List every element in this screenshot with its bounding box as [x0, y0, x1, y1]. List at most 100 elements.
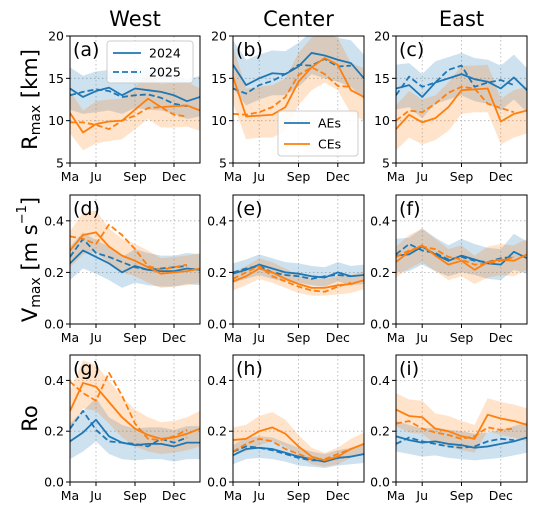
x-tick-label: Ma — [61, 488, 79, 503]
series-band — [396, 52, 527, 119]
panel-label: (i) — [399, 358, 419, 380]
y-tick-label: 0.4 — [370, 213, 390, 228]
x-tick-label: Dec — [326, 169, 350, 184]
x-tick-label: Ju — [89, 330, 102, 345]
x-tick-label: Sep — [450, 488, 474, 503]
series-line — [233, 57, 364, 118]
row-labels: Rmax [km] Vmax [m s−1] Ro — [15, 49, 45, 432]
x-tick-label: Ma — [387, 169, 405, 184]
x-tick-label: Ju — [89, 169, 102, 184]
panel-e: Ma Ju Sep Dec 0.0 0.2 0.4 (e) — [207, 194, 365, 345]
panels: Ma Ju Sep Dec 5 10 15 20 (a) Ma Ju Sep Dec 5 10 15 20 (b)… — [44, 29, 528, 503]
svg-text:Ro: Ro — [18, 405, 42, 432]
series-band — [396, 393, 527, 453]
y-tick-label: 15 — [48, 71, 64, 86]
series-band — [396, 64, 527, 151]
panel-label: (h) — [236, 358, 263, 380]
legend-years: 2024 2025 — [106, 40, 194, 84]
x-tick-label: Dec — [326, 488, 350, 503]
x-tick-label: Sep — [123, 330, 147, 345]
y-tick-label: 0.2 — [370, 424, 390, 439]
x-tick-label: Dec — [489, 169, 513, 184]
series-line — [233, 52, 364, 87]
y-tick-label: 0.0 — [370, 475, 390, 490]
y-tick-label: 5 — [219, 156, 227, 171]
y-tick-label: 0.2 — [44, 265, 64, 280]
series-line — [70, 223, 188, 271]
y-tick-label: 0.4 — [207, 373, 227, 388]
y-tick-label: 0.2 — [207, 424, 227, 439]
x-tick-label: Dec — [489, 330, 513, 345]
y-tick-label: 0.0 — [207, 475, 227, 490]
x-tick-label: Ma — [224, 169, 242, 184]
legend-label: 2024 — [149, 46, 181, 61]
panel-label: (e) — [236, 198, 263, 220]
legend-label: AEs — [318, 116, 341, 131]
series-line — [70, 88, 188, 108]
panel-g: Ma Ju Sep Dec 0.0 0.2 0.4 (g) — [44, 354, 201, 503]
series-band — [233, 254, 364, 287]
y-tick-label: 0.4 — [207, 213, 227, 228]
x-tick-label: Dec — [162, 330, 186, 345]
panel-label: (f) — [399, 198, 421, 220]
series-line — [233, 426, 364, 462]
panel-b: Ma Ju Sep Dec 5 10 15 20 (b) — [211, 29, 365, 184]
series-line — [396, 64, 515, 96]
series-line — [233, 437, 352, 461]
series-line — [233, 265, 352, 293]
x-tick-label: Sep — [123, 169, 147, 184]
series-line — [396, 420, 514, 440]
x-tick-label: Ju — [252, 488, 265, 503]
series-line — [70, 409, 188, 448]
x-tick-label: Dec — [326, 330, 350, 345]
y-tick-label: 0.0 — [44, 475, 64, 490]
y-tick-label: 0.2 — [44, 424, 64, 439]
y-tick-label: 20 — [211, 29, 227, 44]
legend-label: 2025 — [149, 65, 181, 80]
x-tick-label: Ma — [61, 169, 79, 184]
x-tick-label: Dec — [162, 169, 186, 184]
svg-text:Vmax [m s−1]: Vmax [m s−1] — [15, 197, 45, 322]
series-band — [70, 360, 200, 455]
y-tick-label: 0.2 — [370, 265, 390, 280]
row-ylabel: Vmax [m s−1] — [15, 197, 45, 322]
series-line — [70, 237, 188, 271]
y-tick-label: 0.0 — [207, 317, 227, 332]
y-tick-label: 5 — [56, 156, 64, 171]
series-line — [70, 106, 188, 131]
row-ylabel: Rmax [km] — [18, 49, 44, 150]
x-tick-label: Ju — [415, 169, 428, 184]
y-tick-label: 0.2 — [207, 265, 227, 280]
column-title: West — [109, 7, 161, 31]
panel-label: (d) — [73, 198, 100, 220]
x-tick-label: Sep — [450, 330, 474, 345]
y-tick-label: 0.0 — [44, 317, 64, 332]
x-tick-label: Dec — [489, 488, 513, 503]
row-ylabel: Ro — [18, 405, 42, 432]
y-tick-label: 15 — [211, 71, 227, 86]
panel-label: (b) — [236, 39, 263, 61]
y-tick-label: 15 — [374, 71, 390, 86]
x-tick-label: Sep — [287, 169, 311, 184]
legend-types: AEs CEs — [277, 110, 359, 157]
panel-f: Ma Ju Sep Dec 0.0 0.2 0.4 (f) — [370, 194, 528, 345]
series-band — [396, 421, 527, 461]
series-line — [396, 408, 527, 440]
series-line — [233, 265, 351, 280]
series-line — [70, 382, 200, 440]
legend-label: CEs — [318, 137, 341, 152]
legends: 2024 2025 AEs CEs — [106, 40, 359, 157]
y-tick-label: 0.4 — [44, 213, 64, 228]
y-tick-label: 20 — [48, 29, 64, 44]
series-line — [70, 371, 188, 441]
x-tick-label: Ju — [415, 488, 428, 503]
series-line — [233, 66, 351, 116]
series-line — [396, 73, 527, 98]
series-line — [396, 436, 514, 449]
x-tick-label: Sep — [450, 169, 474, 184]
series-line — [70, 97, 200, 134]
column-title: East — [439, 7, 484, 31]
x-tick-label: Ju — [415, 330, 428, 345]
series-line — [396, 435, 527, 449]
